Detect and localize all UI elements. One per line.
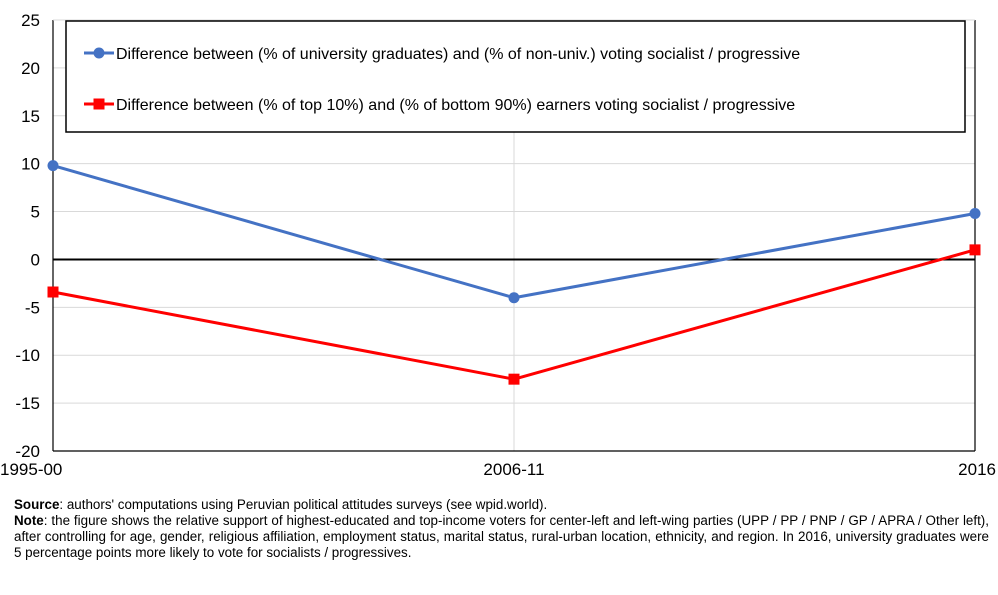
y-tick-label: -20	[15, 442, 40, 461]
series-1	[47, 160, 981, 304]
x-tick-label: 2016	[958, 460, 996, 479]
y-tick-label: -5	[25, 298, 40, 317]
legend: Difference between (% of university grad…	[65, 20, 966, 133]
legend-label: Difference between (% of top 10%) and (%…	[116, 97, 795, 114]
note-line: Note: the figure shows the relative supp…	[14, 513, 989, 561]
source-label: Source	[14, 497, 60, 512]
data-point	[969, 207, 981, 219]
data-point	[47, 286, 59, 298]
legend-item-1: Difference between (% of university grad…	[84, 46, 800, 63]
note-label: Note	[14, 513, 44, 528]
source-text: : authors' computations using Peruvian p…	[59, 497, 548, 512]
legend-item-2: Difference between (% of top 10%) and (%…	[84, 97, 795, 114]
series-2	[47, 244, 981, 385]
source-line: Source: authors' computations using Peru…	[14, 497, 989, 513]
y-tick-label: 25	[21, 11, 40, 30]
data-point	[47, 160, 59, 172]
legend-marker	[93, 98, 105, 110]
y-tick-label: 15	[21, 107, 40, 126]
legend-box	[65, 20, 966, 133]
y-tick-label: 20	[21, 59, 40, 78]
data-point	[969, 244, 981, 256]
figure-notes: Source: authors' computations using Peru…	[14, 497, 989, 561]
note-text: : the figure shows the relative support …	[14, 513, 989, 560]
legend-marker	[93, 47, 105, 59]
x-axis-tick-labels: 1995-00 2006-11 2016	[0, 460, 996, 479]
data-point	[508, 292, 520, 304]
series-layer	[47, 160, 981, 385]
y-tick-label: 0	[31, 250, 40, 269]
legend-label: Difference between (% of university grad…	[116, 46, 800, 63]
y-tick-label: 10	[21, 155, 40, 174]
line-chart: -20 -15 -10 -5 0 5 10 15 20 25 1995-00 2006-11 2016…	[0, 11, 996, 479]
plot-area-frame	[52, 19, 976, 452]
x-tick-label: 1995-00	[0, 460, 62, 479]
x-tick-label: 2006-11	[483, 460, 544, 479]
y-axis-tick-labels: -20 -15 -10 -5 0 5 10 15 20 25	[15, 11, 40, 461]
y-tick-label: -15	[15, 394, 40, 413]
data-point	[508, 373, 520, 385]
y-tick-label: -10	[15, 346, 40, 365]
y-tick-label: 5	[31, 203, 40, 222]
